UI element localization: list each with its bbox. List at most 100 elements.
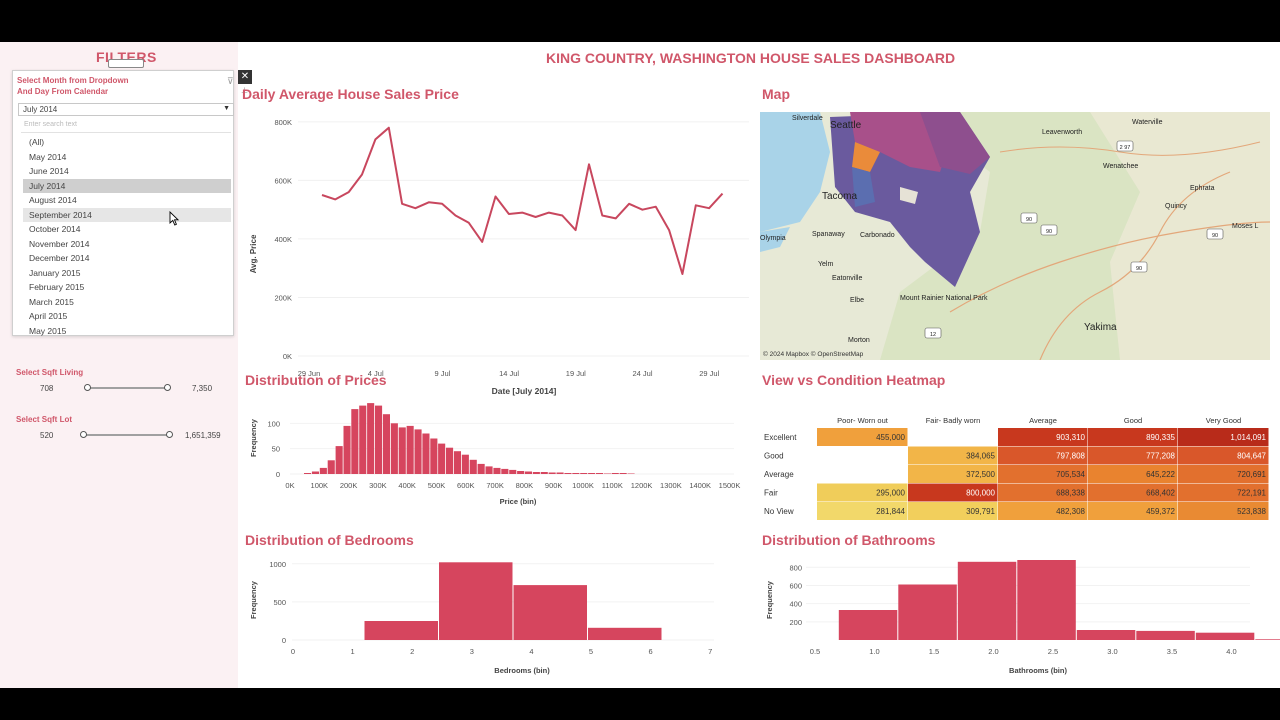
price-bar[interactable]	[493, 467, 501, 474]
price-bar[interactable]	[398, 427, 406, 474]
chevron-down-icon[interactable]: ▼	[223, 105, 230, 112]
price-bar[interactable]	[517, 471, 525, 474]
price-bar[interactable]	[406, 425, 414, 474]
heatmap-cell[interactable]	[1088, 483, 1178, 502]
heatmap-cell[interactable]	[998, 465, 1088, 483]
price-bar[interactable]	[588, 473, 596, 474]
price-bar[interactable]	[327, 460, 335, 474]
price-bar[interactable]	[524, 471, 532, 475]
bathroom-bar[interactable]	[1255, 639, 1280, 640]
sqft-lot-min-handle[interactable]	[80, 431, 87, 438]
bathroom-bar[interactable]	[838, 610, 898, 640]
price-bar[interactable]	[603, 473, 611, 475]
month-option[interactable]: (All)	[29, 137, 45, 147]
price-bar[interactable]	[367, 403, 375, 474]
price-bar[interactable]	[390, 423, 398, 474]
price-bar[interactable]	[509, 469, 517, 474]
price-distribution-chart[interactable]: 0 50 100 Frequency 0K 100K 200K 300K 400K 500K 600…	[244, 394, 756, 522]
heatmap-cell[interactable]	[998, 428, 1088, 446]
month-option[interactable]: April 2015	[29, 311, 68, 321]
price-bar[interactable]	[572, 473, 580, 474]
month-option[interactable]: August 2014	[29, 195, 77, 205]
close-icon[interactable]: ✕	[238, 70, 252, 84]
month-search-input[interactable]: Enter search text	[21, 120, 231, 133]
month-option[interactable]: June 2014	[29, 166, 69, 176]
map-attribution[interactable]: © 2024 Mapbox © OpenStreetMap	[763, 350, 864, 358]
heatmap-cell[interactable]	[908, 446, 998, 465]
price-bar[interactable]	[446, 447, 454, 474]
heatmap-cell[interactable]	[1088, 502, 1178, 520]
heatmap-cell[interactable]	[1178, 428, 1269, 446]
heatmap-cell[interactable]	[1088, 428, 1178, 446]
month-option[interactable]: October 2014	[29, 224, 81, 234]
price-bar[interactable]	[477, 463, 485, 474]
bedrooms-distribution-chart[interactable]: 0 500 1000 Frequency 0 1 2 3 4 5 6 7 Bedrooms (bin)	[244, 552, 756, 686]
price-bar[interactable]	[596, 473, 604, 474]
view-condition-heatmap[interactable]: Poor- Worn out Fair- Badly worn Average Goo…	[760, 410, 1270, 520]
daily-price-line-chart[interactable]: 0K 200K 400K 600K 800K Avg. Price Date [July 2…	[244, 104, 756, 396]
heatmap-cell[interactable]	[1088, 446, 1178, 465]
map-canvas[interactable]: Silverdale Seattle Tacoma Olympia Spanaway Ca…	[760, 112, 1270, 360]
price-bar[interactable]	[532, 472, 540, 474]
bedroom-bar[interactable]	[364, 621, 439, 640]
price-bar[interactable]	[422, 433, 430, 475]
price-bar[interactable]	[304, 473, 312, 474]
price-bar[interactable]	[438, 443, 446, 474]
bathroom-bar[interactable]	[1195, 632, 1255, 640]
price-bar[interactable]	[319, 467, 327, 474]
price-bar[interactable]	[351, 409, 359, 474]
price-bar[interactable]	[311, 471, 319, 475]
month-dropdown-panel[interactable]: Select Month from Dropdown And Day From …	[12, 70, 234, 336]
bathroom-bar[interactable]	[1017, 560, 1076, 640]
heatmap-cell[interactable]	[817, 502, 908, 520]
price-bar[interactable]	[335, 446, 343, 474]
price-bar[interactable]	[627, 473, 635, 475]
month-option[interactable]: November 2014	[29, 238, 90, 249]
bathroom-bar[interactable]	[957, 561, 1017, 640]
price-bar[interactable]	[343, 425, 351, 474]
month-option[interactable]: September 2014	[23, 207, 231, 222]
bathrooms-distribution-chart[interactable]: 200 400 600 800 Frequency 0.5 1.0 1.5 2.0 2.5 3.0 3…	[760, 552, 1280, 686]
heatmap-cell[interactable]	[908, 483, 998, 502]
month-option[interactable]: July 2014	[23, 178, 231, 193]
price-bar[interactable]	[619, 473, 627, 474]
heatmap-cell[interactable]	[908, 465, 998, 483]
price-bar[interactable]	[548, 472, 556, 475]
heatmap-cell[interactable]	[817, 428, 908, 446]
pin-icon[interactable]: ⊥	[241, 86, 248, 95]
heatmap-cell[interactable]	[1178, 465, 1269, 483]
sqft-lot-max-handle[interactable]	[166, 431, 173, 438]
price-bar[interactable]	[501, 468, 509, 474]
price-bar[interactable]	[580, 473, 588, 474]
heatmap-cell[interactable]	[998, 446, 1088, 465]
bedroom-bar[interactable]	[439, 562, 513, 640]
month-option[interactable]: February 2015	[29, 282, 85, 292]
month-option[interactable]: May 2015	[29, 325, 67, 336]
price-bar[interactable]	[469, 459, 477, 474]
month-option[interactable]: May 2014	[29, 151, 67, 162]
heatmap-cell[interactable]	[1088, 465, 1178, 483]
filters-move-handle[interactable]	[108, 59, 144, 68]
heatmap-cell[interactable]	[817, 483, 908, 502]
month-option[interactable]: December 2014	[29, 253, 90, 263]
heatmap-cell[interactable]	[1178, 446, 1269, 465]
heatmap-cell[interactable]	[1178, 483, 1269, 502]
price-bar[interactable]	[611, 473, 619, 474]
price-bar[interactable]	[414, 429, 422, 474]
price-bar[interactable]	[375, 405, 383, 474]
heatmap-cell[interactable]	[998, 483, 1088, 502]
price-bar[interactable]	[564, 473, 572, 474]
heatmap-cell[interactable]	[908, 502, 998, 520]
bathroom-bar[interactable]	[1076, 630, 1136, 640]
price-bar[interactable]	[485, 466, 493, 474]
price-bar[interactable]	[453, 451, 461, 474]
bedroom-bar[interactable]	[588, 627, 662, 640]
price-bar[interactable]	[540, 472, 548, 474]
sqft-living-max-handle[interactable]	[164, 384, 171, 391]
sales-map[interactable]: Silverdale Seattle Tacoma Olympia Spanaway Ca…	[760, 112, 1270, 360]
price-bar[interactable]	[382, 414, 390, 474]
month-option[interactable]: March 2015	[29, 296, 74, 307]
sqft-living-min-handle[interactable]	[84, 384, 91, 391]
heatmap-cell[interactable]	[998, 502, 1088, 520]
price-bar[interactable]	[430, 438, 438, 475]
